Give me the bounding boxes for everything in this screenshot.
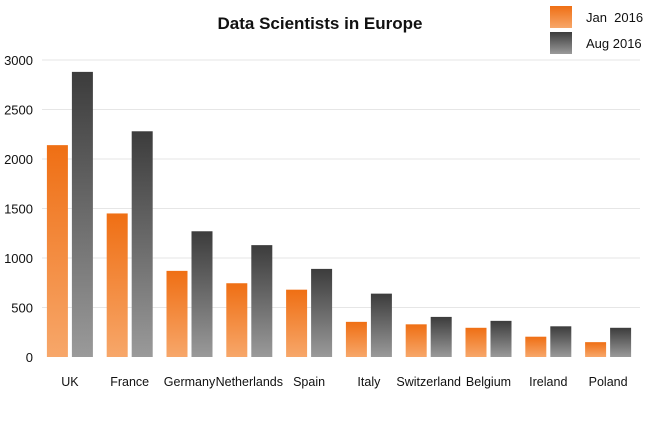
y-tick-label: 500 [11,301,33,316]
y-tick-label: 2500 [4,103,33,118]
y-axis-ticks: 0 500 1000 1500 2000 2500 3000 [4,53,33,365]
bar-spain-jan-2016 [286,289,308,357]
x-axis-labels: UK France Germany Netherlands Spain Italy Swit… [61,375,627,389]
x-tick-label: Italy [357,375,381,389]
bar-netherlands-jan-2016 [226,283,248,357]
legend: Jan 2016 Aug 2016 [550,6,643,54]
x-tick-label: Belgium [466,375,511,389]
bar-uk-jan-2016 [46,145,68,357]
chart-title: Data Scientists in Europe [218,14,423,33]
bar-germany-aug-2016 [191,231,213,357]
bar-ireland-aug-2016 [550,326,572,357]
bar-italy-aug-2016 [370,293,392,357]
bar-germany-jan-2016 [166,270,188,357]
bar-italy-jan-2016 [345,321,367,357]
legend-swatch-jan-2016 [550,6,572,28]
bar-netherlands-aug-2016 [251,245,273,357]
bar-switzerland-aug-2016 [430,316,452,357]
x-tick-label: Netherlands [216,375,283,389]
y-tick-label: 1500 [4,202,33,217]
x-tick-label: UK [61,375,79,389]
bars [46,71,632,357]
x-tick-label: Switzerland [396,375,461,389]
bar-spain-aug-2016 [311,268,333,357]
bar-belgium-jan-2016 [465,327,487,357]
bar-france-aug-2016 [131,131,153,357]
x-tick-label: France [110,375,149,389]
bar-poland-jan-2016 [585,342,607,357]
bar-ireland-jan-2016 [525,336,547,357]
y-tick-label: 1000 [4,251,33,266]
legend-label-jan-2016: Jan 2016 [586,10,643,25]
legend-label-aug-2016: Aug 2016 [586,36,642,51]
bar-belgium-aug-2016 [490,320,512,357]
bar-france-jan-2016 [106,213,128,357]
bar-poland-aug-2016 [610,327,632,357]
x-tick-label: Germany [164,375,216,389]
bar-switzerland-jan-2016 [405,324,427,357]
x-tick-label: Spain [293,375,325,389]
x-tick-label: Poland [589,375,628,389]
y-tick-label: 3000 [4,53,33,68]
y-tick-label: 2000 [4,152,33,167]
legend-swatch-aug-2016 [550,32,572,54]
x-tick-label: Ireland [529,375,567,389]
y-tick-label: 0 [26,350,33,365]
bar-uk-aug-2016 [71,71,93,357]
